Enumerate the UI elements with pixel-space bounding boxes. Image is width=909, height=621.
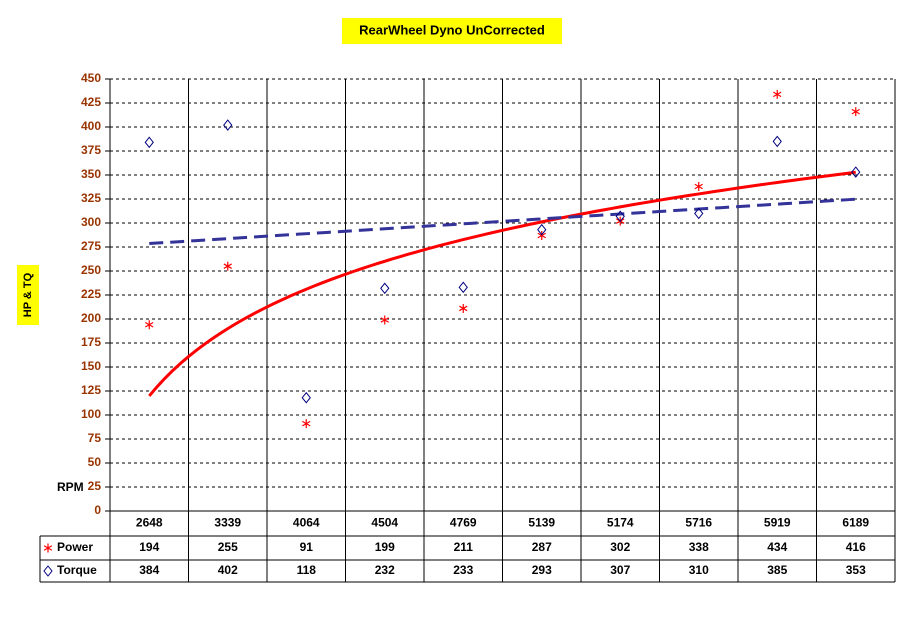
point bbox=[301, 391, 311, 404]
x-tick-label: 5174 bbox=[607, 516, 634, 530]
y-tick-label: 175 bbox=[81, 335, 101, 349]
x-tick-label: 5139 bbox=[528, 516, 555, 530]
point bbox=[537, 223, 547, 236]
table-value: 255 bbox=[218, 540, 238, 554]
table-value: 310 bbox=[689, 563, 709, 577]
y-label-box bbox=[17, 265, 39, 325]
table-value: 199 bbox=[375, 540, 395, 554]
table-value: 194 bbox=[139, 540, 159, 554]
table-value: 338 bbox=[689, 540, 709, 554]
x-tick-label: 5919 bbox=[764, 516, 791, 530]
point bbox=[458, 281, 468, 294]
table-value: 293 bbox=[532, 563, 552, 577]
point bbox=[772, 135, 782, 148]
table-value: 384 bbox=[139, 563, 159, 577]
point bbox=[773, 89, 782, 99]
x-tick-label: 4504 bbox=[371, 516, 398, 530]
point bbox=[380, 315, 389, 325]
point bbox=[145, 320, 154, 330]
y-tick-label: 300 bbox=[81, 215, 101, 229]
y-tick-label: 450 bbox=[81, 71, 101, 85]
y-tick-label: 400 bbox=[81, 119, 101, 133]
point bbox=[851, 107, 860, 117]
x-tick-label: 5716 bbox=[685, 516, 712, 530]
y-tick-label: 275 bbox=[81, 239, 101, 253]
table-value: 302 bbox=[610, 540, 630, 554]
y-tick-label: 350 bbox=[81, 167, 101, 181]
y-tick-label: 25 bbox=[88, 479, 102, 493]
table-value: 434 bbox=[767, 540, 787, 554]
table-header: RPM bbox=[57, 480, 84, 494]
y-tick-label: 200 bbox=[81, 311, 101, 325]
chart-title: RearWheel Dyno UnCorrected bbox=[359, 22, 545, 37]
trendline bbox=[148, 170, 856, 397]
point bbox=[615, 210, 625, 223]
point bbox=[302, 419, 311, 429]
y-tick-label: 125 bbox=[81, 383, 101, 397]
y-tick-label: 375 bbox=[81, 143, 101, 157]
table-value: 233 bbox=[453, 563, 473, 577]
y-axis-label: HP & TQ bbox=[22, 272, 34, 317]
table-value: 416 bbox=[846, 540, 866, 554]
y-tick-label: 100 bbox=[81, 407, 101, 421]
legend-label: Power bbox=[57, 540, 93, 554]
x-tick-label: 4769 bbox=[450, 516, 477, 530]
y-tick-label: 50 bbox=[88, 455, 102, 469]
y-tick-label: 425 bbox=[81, 95, 101, 109]
table-value: 353 bbox=[846, 563, 866, 577]
table-value: 402 bbox=[218, 563, 238, 577]
point bbox=[223, 261, 232, 271]
table-value: 385 bbox=[767, 563, 787, 577]
point bbox=[223, 119, 233, 131]
legend-key bbox=[43, 543, 53, 553]
point bbox=[380, 282, 390, 295]
y-tick-label: 75 bbox=[88, 431, 102, 445]
trendline bbox=[149, 197, 856, 246]
x-tick-label: 6189 bbox=[842, 516, 869, 530]
table-value: 211 bbox=[454, 540, 474, 554]
x-tick-label: 4064 bbox=[293, 516, 320, 530]
y-tick-label: 250 bbox=[81, 263, 101, 277]
table-value: 307 bbox=[610, 563, 630, 577]
point bbox=[694, 207, 704, 220]
table-value: 232 bbox=[375, 563, 395, 577]
table-value: 91 bbox=[300, 540, 314, 554]
point bbox=[459, 303, 468, 313]
y-tick-label: 0 bbox=[94, 503, 101, 517]
legend-label: Torque bbox=[57, 563, 97, 577]
x-tick-label: 2648 bbox=[136, 516, 163, 530]
y-tick-label: 225 bbox=[81, 287, 101, 301]
legend-key bbox=[43, 565, 53, 577]
table-value: 118 bbox=[297, 563, 317, 577]
y-tick-label: 325 bbox=[81, 191, 101, 205]
point bbox=[694, 182, 703, 192]
title-box bbox=[342, 18, 562, 44]
y-tick-label: 150 bbox=[81, 359, 101, 373]
x-tick-label: 3339 bbox=[214, 516, 241, 530]
table-value: 287 bbox=[532, 540, 552, 554]
point bbox=[851, 166, 861, 178]
point bbox=[144, 136, 154, 149]
